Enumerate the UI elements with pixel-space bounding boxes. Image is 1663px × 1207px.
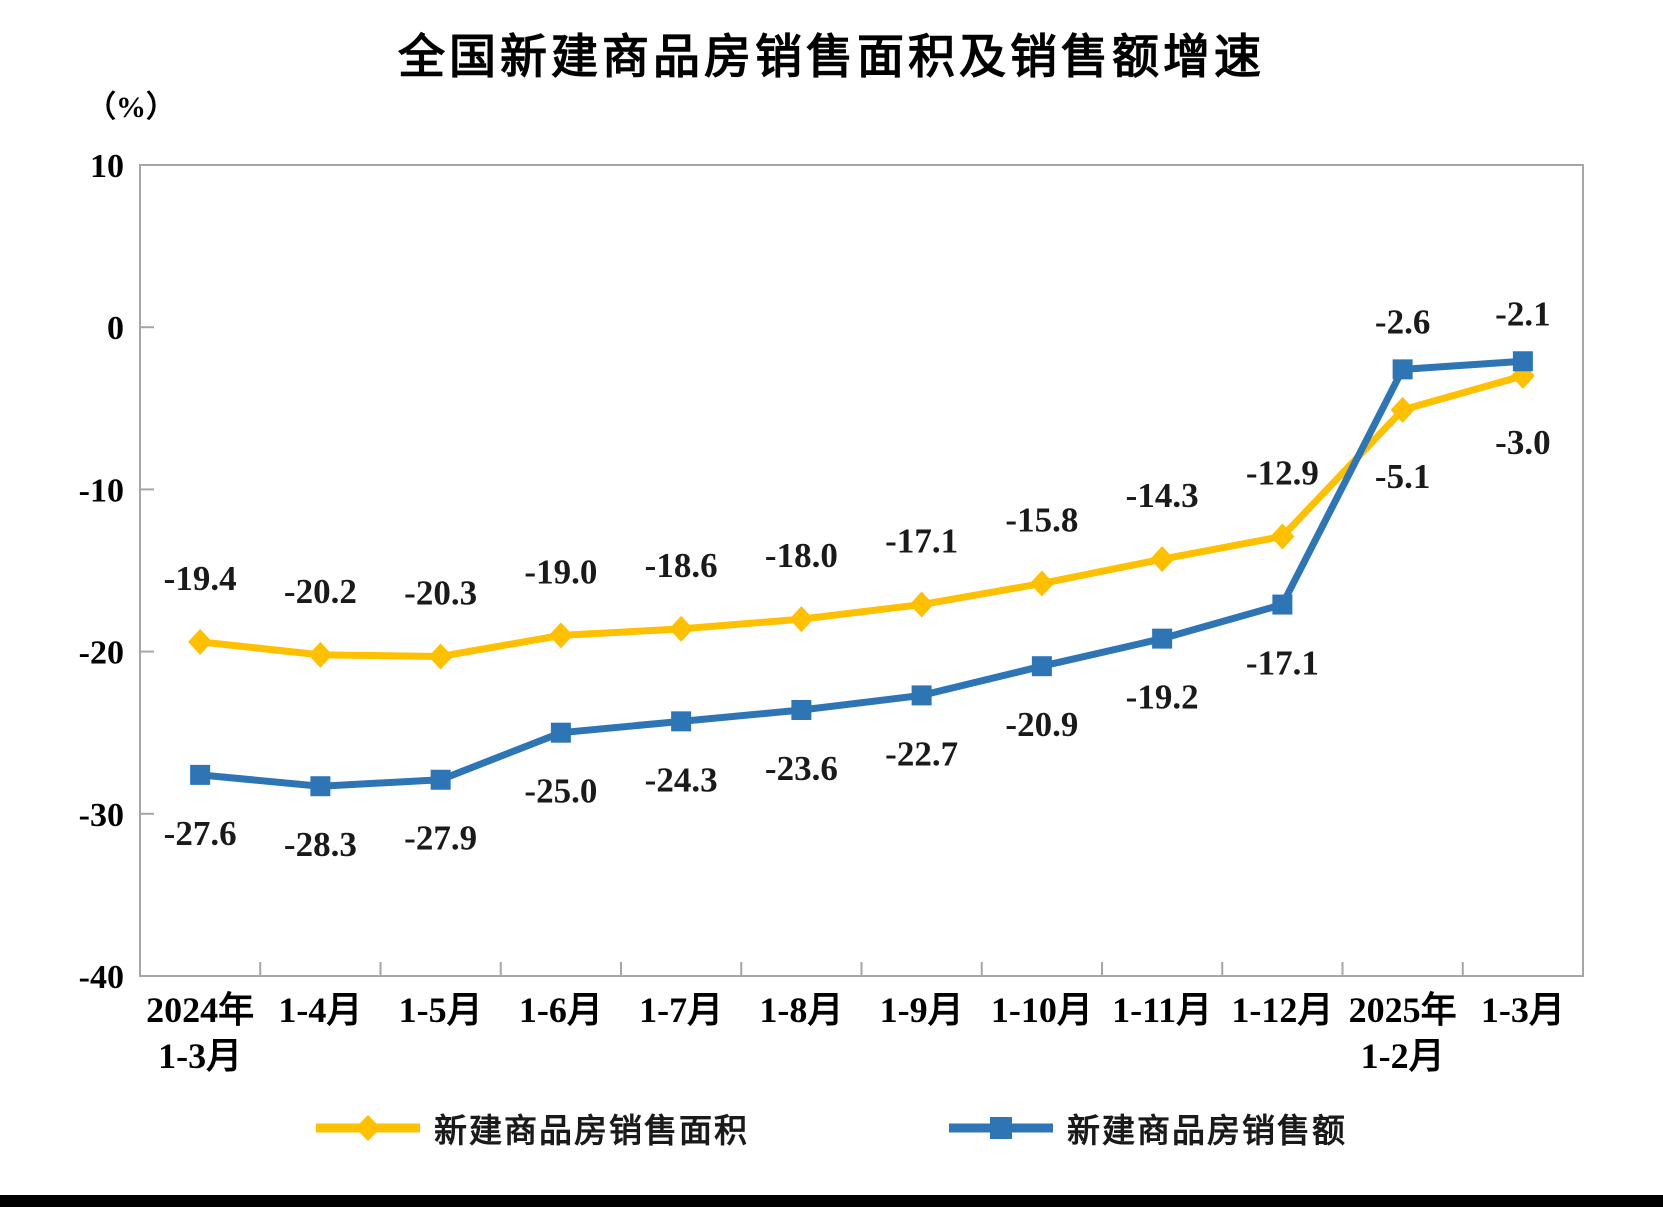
data-label: -23.6 xyxy=(765,749,838,788)
square-marker xyxy=(1512,351,1533,372)
x-axis-label: 1-3月 xyxy=(1481,990,1565,1030)
data-label: -5.1 xyxy=(1375,457,1430,496)
legend-item-sales-amount: 新建商品房销售额 xyxy=(949,1104,1347,1152)
square-marker xyxy=(310,776,331,797)
y-tick-label: -10 xyxy=(79,472,124,509)
sales-area-line-icon xyxy=(316,1115,420,1141)
square-marker xyxy=(671,711,692,732)
square-marker xyxy=(791,699,812,720)
line-chart: 10 0 -10 -20 -30 -40 2024年 1-3月 1-4月 1-5月 1-6月 1-7月… xyxy=(79,148,1584,1076)
data-label: -27.6 xyxy=(164,814,237,853)
y-axis-unit-label: （%） xyxy=(86,91,176,124)
diamond-marker xyxy=(909,591,934,618)
diamond-marker xyxy=(548,622,573,649)
legend-item-sales-area: 新建商品房销售面积 xyxy=(316,1104,749,1152)
series-line-0 xyxy=(196,372,1527,660)
legend-label-sales-area: 新建商品房销售面积 xyxy=(434,1112,749,1149)
diamond-marker xyxy=(1029,570,1054,597)
x-axis-label: 2025年 1-2月 xyxy=(1349,990,1457,1076)
data-label: -25.0 xyxy=(524,772,597,811)
x-axis-label: 1-9月 xyxy=(880,990,964,1030)
data-label: -2.1 xyxy=(1495,294,1550,333)
diamond-marker xyxy=(1150,546,1175,573)
data-label: -28.3 xyxy=(284,825,357,864)
data-label: -24.3 xyxy=(645,760,718,799)
diamond-marker xyxy=(1390,396,1415,423)
y-tick-label: 10 xyxy=(90,148,124,185)
data-label: -19.4 xyxy=(164,559,237,598)
x-axis-label: 1-7月 xyxy=(639,990,723,1030)
chart-legend: 新建商品房销售面积 新建商品房销售额 xyxy=(0,1104,1663,1152)
square-marker xyxy=(550,722,571,743)
diamond-marker xyxy=(1270,523,1295,550)
data-label: -15.8 xyxy=(1005,500,1078,539)
square-marker xyxy=(1392,359,1413,380)
series-line-1 xyxy=(196,357,1527,790)
data-label: -18.0 xyxy=(765,536,838,575)
y-tick-label: -40 xyxy=(79,959,124,996)
data-label: -20.9 xyxy=(1005,705,1078,744)
y-tick-label: -30 xyxy=(79,797,124,834)
diamond-marker xyxy=(789,606,814,633)
square-marker xyxy=(911,685,932,706)
x-axis-label: 1-12月 xyxy=(1231,990,1333,1030)
y-tick-label: -20 xyxy=(79,635,124,672)
chart-title: 全国新建商品房销售面积及销售额增速 xyxy=(398,30,1265,83)
square-marker xyxy=(1031,656,1052,677)
data-label: -3.0 xyxy=(1495,423,1550,462)
diamond-marker xyxy=(308,641,333,668)
data-label: -22.7 xyxy=(885,734,958,773)
y-tick-label: 0 xyxy=(107,310,124,347)
data-label: -18.6 xyxy=(645,546,718,585)
square-marker xyxy=(1152,628,1173,649)
data-label: -17.1 xyxy=(885,522,958,561)
square-marker xyxy=(1272,594,1293,615)
x-axis-label: 1-4月 xyxy=(278,990,362,1030)
x-axis-label: 1-8月 xyxy=(759,990,843,1030)
diamond-marker xyxy=(669,615,694,642)
data-label: -12.9 xyxy=(1246,453,1319,492)
data-label: -19.0 xyxy=(524,552,597,591)
x-axis-label: 1-10月 xyxy=(991,990,1093,1030)
sales-amount-line-icon xyxy=(949,1117,1053,1139)
diamond-marker xyxy=(188,628,213,655)
data-label: -19.2 xyxy=(1126,678,1199,717)
data-label: -14.3 xyxy=(1126,476,1199,515)
x-axis-label: 1-11月 xyxy=(1112,990,1212,1030)
data-label: -2.6 xyxy=(1375,302,1430,341)
x-axis-label: 1-6月 xyxy=(519,990,603,1030)
bottom-black-bar xyxy=(0,1195,1663,1207)
x-axis-label: 1-5月 xyxy=(399,990,483,1030)
diamond-marker xyxy=(428,643,453,670)
data-label: -17.1 xyxy=(1246,644,1319,683)
data-label: -20.2 xyxy=(284,572,357,611)
square-marker xyxy=(430,769,451,790)
data-label: -27.9 xyxy=(404,819,477,858)
x-axis-label: 2024年 1-3月 xyxy=(146,990,254,1076)
legend-label-sales-amount: 新建商品房销售额 xyxy=(1067,1112,1347,1149)
data-label: -20.3 xyxy=(404,573,477,612)
square-marker xyxy=(190,764,211,785)
